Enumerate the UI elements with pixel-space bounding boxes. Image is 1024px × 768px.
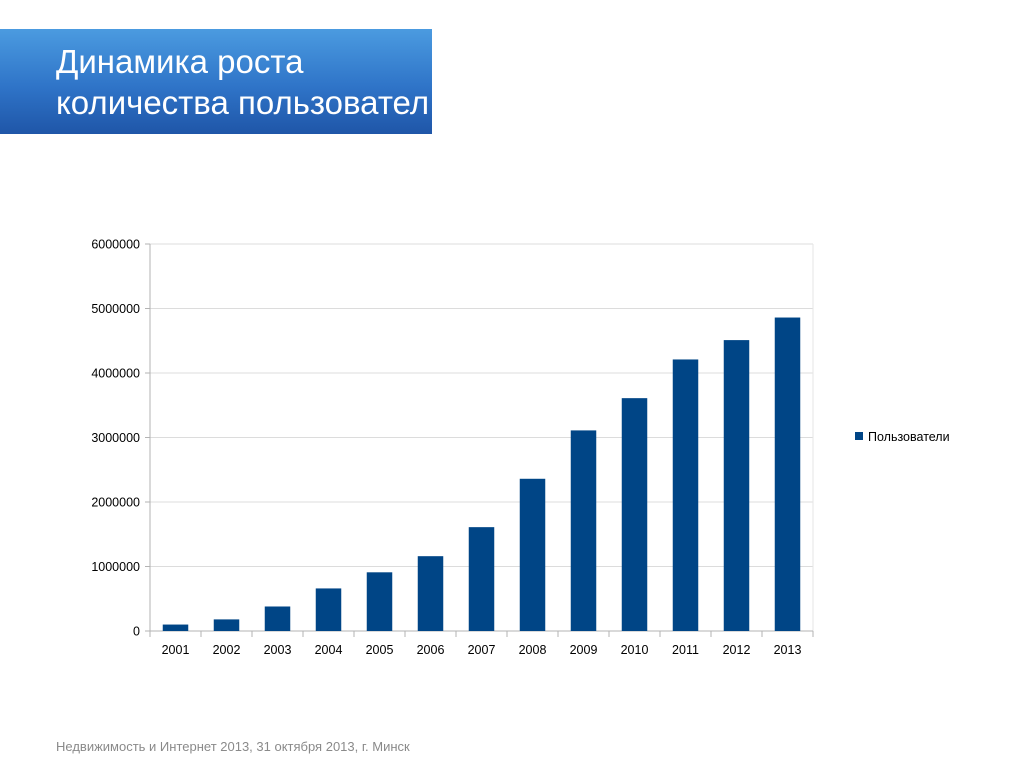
bar-2011 (672, 359, 699, 631)
title-banner: Динамика роста количества пользовател (0, 29, 432, 134)
bar-2008 (519, 478, 546, 631)
bar-2012 (723, 340, 750, 631)
y-tick-label: 1000000 (91, 560, 140, 574)
x-tick-label: 2008 (519, 643, 547, 657)
y-tick-label: 5000000 (91, 302, 140, 316)
y-tick-label: 3000000 (91, 431, 140, 445)
bar-2004 (315, 588, 342, 631)
bars (162, 317, 801, 631)
y-tick-label: 4000000 (91, 367, 140, 381)
bar-2002 (213, 619, 240, 631)
bar-2005 (366, 572, 393, 631)
x-tick-label: 2011 (672, 643, 699, 657)
bar-2007 (468, 527, 495, 631)
x-tick-label: 2012 (723, 643, 751, 657)
x-tick-label: 2009 (570, 643, 598, 657)
x-tick-label: 2003 (264, 643, 292, 657)
y-tick-label: 2000000 (91, 496, 140, 510)
x-tick-label: 2001 (162, 643, 190, 657)
bar-2006 (417, 556, 444, 631)
grid-lines (150, 243, 813, 567)
x-tick-label: 2002 (213, 643, 241, 657)
legend-label: Пользователи (868, 430, 950, 444)
x-tick-label: 2013 (774, 643, 802, 657)
x-tick-label: 2005 (366, 643, 394, 657)
x-tick-label: 2007 (468, 643, 496, 657)
legend-swatch (855, 432, 863, 440)
x-tick-label: 2010 (621, 643, 649, 657)
legend: Пользователи (855, 430, 950, 444)
y-tick-label: 6000000 (91, 238, 140, 252)
x-axis-tick-labels: 2001 2002 2003 2004 2005 2006 2007 2008 2009 2010… (162, 643, 802, 657)
slide-title-line-2: количества пользовател (56, 84, 430, 121)
bar-2001 (162, 624, 189, 631)
slide-footer: Недвижимость и Интернет 2013, 31 октября… (56, 739, 410, 754)
bar-2010 (621, 398, 648, 631)
y-tick-label: 0 (133, 625, 140, 639)
bar-2003 (264, 606, 291, 631)
bar-2013 (774, 317, 801, 631)
slide-title: Динамика роста количества пользовател (56, 41, 429, 123)
x-tick-label: 2006 (417, 643, 445, 657)
y-axis-tick-labels: 0 1000000 2000000 3000000 4000000 5000000 6000… (91, 238, 140, 639)
x-tick-label: 2004 (315, 643, 343, 657)
slide-title-line-1: Динамика роста (56, 43, 304, 80)
bar-2009 (570, 430, 597, 631)
